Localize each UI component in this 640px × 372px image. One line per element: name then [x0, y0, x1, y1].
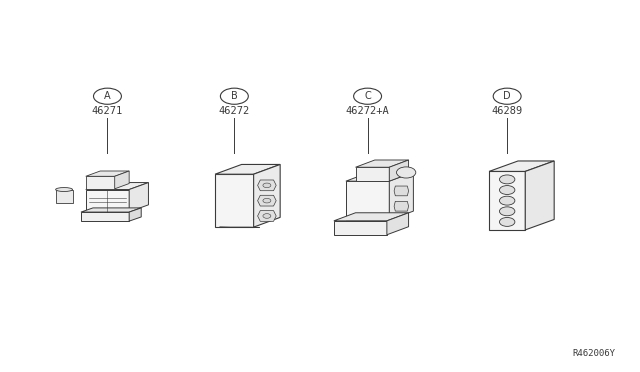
Polygon shape: [86, 189, 129, 212]
Circle shape: [263, 198, 271, 203]
Polygon shape: [81, 212, 129, 221]
Polygon shape: [129, 208, 141, 221]
Circle shape: [397, 167, 416, 178]
Text: C: C: [364, 91, 371, 101]
Polygon shape: [489, 171, 525, 230]
Ellipse shape: [56, 187, 72, 192]
Polygon shape: [86, 171, 129, 176]
Polygon shape: [86, 183, 148, 189]
Polygon shape: [258, 180, 276, 191]
Polygon shape: [346, 172, 413, 181]
Circle shape: [499, 207, 515, 216]
Polygon shape: [387, 213, 408, 235]
Polygon shape: [81, 208, 141, 212]
Polygon shape: [334, 221, 387, 235]
Circle shape: [263, 214, 271, 218]
Polygon shape: [115, 171, 129, 189]
Polygon shape: [258, 195, 276, 206]
Text: R462006Y: R462006Y: [572, 349, 615, 358]
Polygon shape: [389, 160, 408, 181]
Polygon shape: [56, 189, 72, 203]
Circle shape: [263, 183, 271, 187]
Polygon shape: [215, 174, 253, 227]
Polygon shape: [389, 172, 413, 220]
Polygon shape: [258, 211, 276, 221]
Polygon shape: [394, 186, 408, 196]
Polygon shape: [334, 213, 408, 221]
Circle shape: [499, 175, 515, 184]
Text: 46271: 46271: [92, 106, 123, 116]
Polygon shape: [253, 164, 280, 227]
Polygon shape: [356, 160, 408, 167]
Polygon shape: [215, 164, 280, 174]
Circle shape: [499, 196, 515, 205]
Text: D: D: [503, 91, 511, 101]
Text: 46272+A: 46272+A: [346, 106, 390, 116]
Circle shape: [499, 218, 515, 227]
Polygon shape: [525, 161, 554, 230]
Text: B: B: [231, 91, 237, 101]
Polygon shape: [86, 176, 115, 189]
Circle shape: [499, 186, 515, 195]
Polygon shape: [489, 161, 554, 171]
Polygon shape: [394, 201, 408, 211]
Text: 46272: 46272: [219, 106, 250, 116]
Polygon shape: [129, 183, 148, 212]
Polygon shape: [356, 167, 389, 181]
Polygon shape: [346, 181, 389, 220]
Text: A: A: [104, 91, 111, 101]
Text: 46289: 46289: [492, 106, 523, 116]
